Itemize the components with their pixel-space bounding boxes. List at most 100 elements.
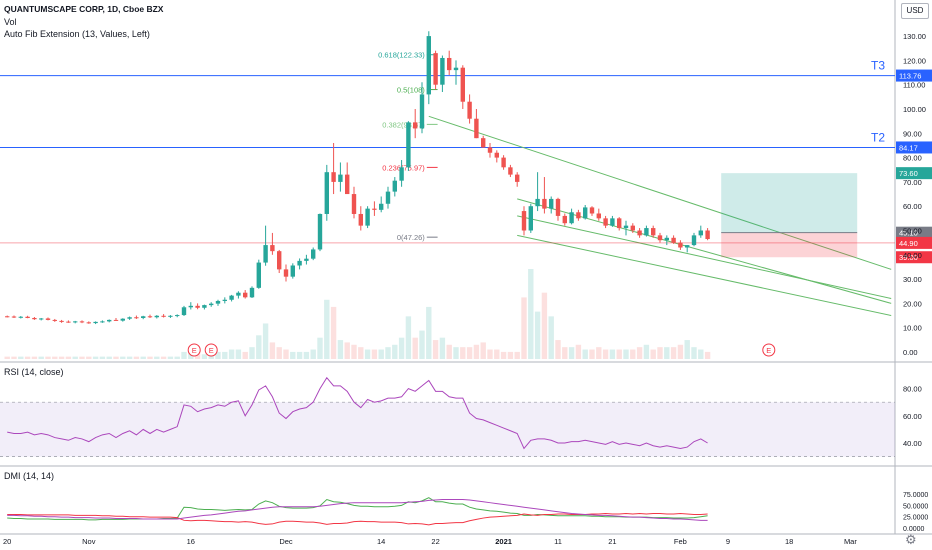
volume-bar <box>500 351 507 359</box>
rsi-band <box>0 402 895 457</box>
drawing-tools[interactable]: 0.618(122.33)0.5(108)0.382(93.67)0.236(7… <box>0 51 932 317</box>
time-tick-label: 9 <box>726 537 730 546</box>
candle-body <box>413 122 418 129</box>
volume-bar <box>514 351 520 359</box>
candle-body <box>392 180 397 192</box>
candle-body <box>372 208 377 210</box>
trendline-channel-mid <box>517 215 892 300</box>
volume-bar <box>317 337 323 359</box>
position-profit-zone <box>721 173 858 233</box>
dmi-legend[interactable]: DMI (14, 14) <box>4 471 55 481</box>
volume-bar <box>256 335 262 359</box>
volume-bar <box>18 356 24 359</box>
volume-bar <box>398 337 405 359</box>
candle-body <box>161 315 166 317</box>
candle-body <box>379 203 384 210</box>
candle-body <box>460 67 465 102</box>
rsi-tick-label: 80.00 <box>903 385 922 394</box>
dmi-tick-label: 75.0000 <box>903 492 928 499</box>
dmi-line-adx <box>7 499 708 521</box>
price-tick-label: 50.00 <box>903 227 922 236</box>
earnings-marker-label: E <box>766 346 771 355</box>
volume-bar <box>392 344 398 359</box>
volume-bar <box>528 269 534 359</box>
candle-body <box>297 260 302 266</box>
volume-bar <box>330 306 337 359</box>
volume-bar <box>657 347 663 359</box>
volume-bar <box>154 356 160 359</box>
fib-indicator-legend[interactable]: Auto Fib Extension (13, Values, Left) <box>4 29 150 39</box>
candle-body <box>188 305 193 308</box>
candle-body <box>107 319 112 322</box>
candle-body <box>66 321 71 323</box>
currency-button[interactable]: USD <box>901 3 929 19</box>
earnings-marker <box>187 343 201 357</box>
target-level-name: T3 <box>871 59 885 73</box>
candle-body <box>345 174 350 195</box>
candle-body <box>39 318 44 320</box>
candle-body <box>508 167 513 175</box>
volume-legend[interactable]: Vol <box>4 17 17 27</box>
price-badge <box>896 236 932 249</box>
candle-body <box>528 206 533 231</box>
volume-bar <box>92 356 99 359</box>
volume-bar <box>140 356 146 359</box>
candle-body <box>426 36 431 95</box>
candle-body <box>236 292 241 296</box>
candle-body <box>603 218 608 226</box>
price-badge-label: 39.00 <box>899 253 918 262</box>
volume-bar <box>235 349 242 359</box>
volume-bar <box>4 356 10 359</box>
symbol-title[interactable]: QUANTUMSCAPE CORP, 1D, Cboe BZX <box>4 4 164 14</box>
volume-bar <box>534 311 541 359</box>
candle-body <box>351 194 357 214</box>
candle-body <box>596 213 601 219</box>
volume-bar <box>65 356 72 359</box>
gear-icon[interactable]: ⚙ <box>905 532 917 547</box>
time-tick-label: 20 <box>3 537 11 546</box>
rsi-legend[interactable]: RSI (14, close) <box>4 367 64 377</box>
candle-body <box>59 320 64 322</box>
time-tick-label: Nov <box>82 537 96 546</box>
candle-body <box>93 321 98 324</box>
volume-bar <box>160 356 167 359</box>
volume-bar <box>568 347 575 359</box>
candle-body <box>168 315 173 317</box>
price-badge <box>896 167 932 180</box>
candle-body <box>358 213 363 226</box>
volume-bar <box>446 344 452 359</box>
candle-body <box>651 228 656 236</box>
price-tick-label: 80.00 <box>903 154 922 163</box>
time-tick-label: Feb <box>674 537 687 546</box>
candle-body <box>113 319 119 321</box>
candle-body <box>222 299 227 301</box>
fib-level-label: 0.382(93.67) <box>382 120 425 129</box>
candle-body <box>562 215 567 224</box>
volume-bar <box>589 349 595 359</box>
price-tick-label: 30.00 <box>903 275 922 284</box>
price-tick-label: 130.00 <box>903 32 926 41</box>
candle-body <box>11 316 17 318</box>
volume-bar <box>283 349 289 359</box>
candle-body <box>433 53 438 85</box>
volume-bar <box>371 349 378 359</box>
candle-body <box>399 167 404 181</box>
volume-bar <box>242 351 248 359</box>
volume-bar <box>133 356 140 359</box>
candle-body <box>419 94 425 129</box>
volume-bar <box>432 340 439 359</box>
candle-body <box>474 118 479 139</box>
candle-body <box>521 211 527 231</box>
volume-bar <box>324 299 330 359</box>
candle-body <box>691 235 697 246</box>
volume-bar <box>664 347 670 359</box>
volume-bar <box>643 344 650 359</box>
volume-bar <box>609 349 616 359</box>
volume-bar <box>167 356 174 359</box>
volume-bar <box>99 356 106 359</box>
candle-body <box>209 303 214 306</box>
volume-bar <box>147 356 153 359</box>
volume-bar <box>45 356 51 359</box>
